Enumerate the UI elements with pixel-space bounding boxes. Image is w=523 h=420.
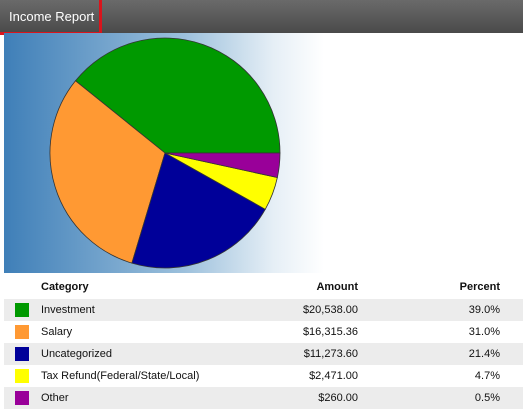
pie-slice-uncategorized (131, 152, 266, 269)
pie-slice-investment (74, 37, 281, 154)
report-title[interactable]: Income Report (0, 0, 102, 35)
row-amount: $20,538.00 (302, 304, 358, 316)
row-category: Other (41, 392, 69, 404)
table-row: Investment $20,538.00 39.0% (4, 299, 523, 321)
legend-swatch (15, 303, 29, 317)
header-category: Category (41, 281, 89, 293)
table-row: Other $260.00 0.5% (4, 387, 523, 409)
row-amount: $11,273.60 (303, 348, 358, 360)
row-percent: 31.0% (468, 326, 500, 338)
pie-slice-salary (49, 80, 166, 264)
row-category: Salary (41, 326, 73, 338)
legend-swatch (15, 347, 29, 361)
row-amount: $16,315.36 (302, 326, 358, 338)
row-percent: 0.5% (474, 392, 500, 404)
row-category: Tax Refund(Federal/State/Local) (41, 370, 200, 382)
chart-panel (4, 33, 523, 273)
row-category: Investment (41, 304, 95, 316)
table-body: Investment $20,538.00 39.0% Salary $16,315.3… (4, 299, 523, 409)
table-row: Uncategorized $11,273.60 21.4% (4, 343, 523, 365)
row-percent: 4.7% (474, 370, 500, 382)
header-amount: Amount (316, 281, 358, 293)
income-table: Category Amount Percent Investment $20,53… (4, 275, 523, 409)
report-header: Income Report (0, 0, 523, 35)
table-row: Tax Refund(Federal/State/Local) $2,471.00… (4, 365, 523, 387)
row-category: Uncategorized (41, 348, 112, 360)
row-percent: 39.0% (468, 304, 500, 316)
legend-swatch (15, 391, 29, 405)
pie-chart (49, 37, 281, 269)
row-percent: 21.4% (468, 348, 500, 360)
header-percent: Percent (459, 281, 500, 293)
table-row: Salary $16,315.36 31.0% (4, 321, 523, 343)
pie-slice-other (164, 152, 281, 178)
legend-swatch (15, 369, 29, 383)
row-amount: $2,471.00 (309, 370, 358, 382)
legend-swatch (15, 325, 29, 339)
table-header: Category Amount Percent (4, 275, 523, 299)
row-amount: $260.00 (318, 392, 358, 404)
